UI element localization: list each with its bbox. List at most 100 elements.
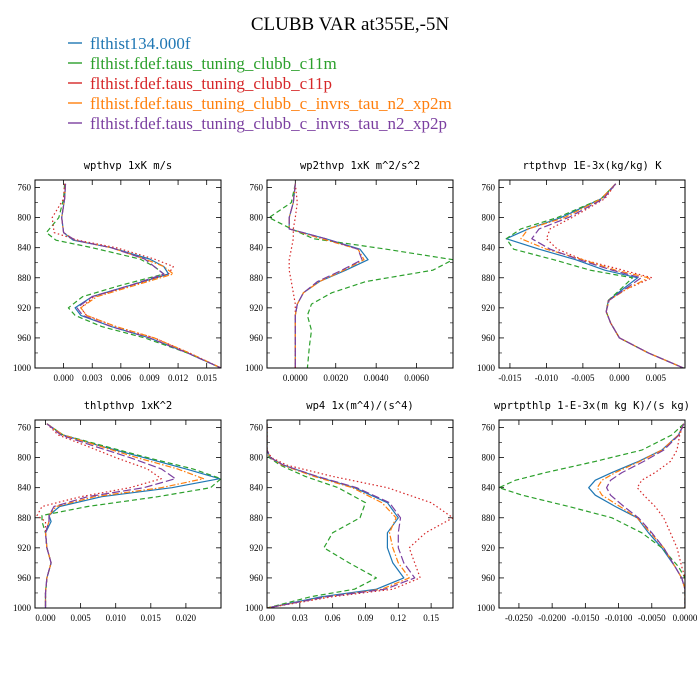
series-line <box>267 423 405 608</box>
y-tick-label: 800 <box>250 213 264 223</box>
series-line <box>545 183 684 368</box>
y-tick-label: 1000 <box>245 363 264 373</box>
y-tick-label: 960 <box>18 333 32 343</box>
y-tick-label: 1000 <box>477 363 496 373</box>
y-tick-label: 920 <box>250 543 264 553</box>
x-tick-label: 0.005 <box>646 373 667 383</box>
y-tick-label: 880 <box>482 513 496 523</box>
x-tick-label: -0.0100 <box>605 613 633 623</box>
x-tick-label: 0.012 <box>168 373 188 383</box>
legend-entry-label: flthist.fdef.taus_tuning_clubb_c_invrs_t… <box>90 114 447 133</box>
x-tick-label: 0.0000 <box>283 373 308 383</box>
series-line <box>267 423 377 608</box>
series-line <box>44 423 176 608</box>
y-tick-label: 1000 <box>13 603 32 613</box>
series-line <box>61 183 221 368</box>
series-group <box>36 423 221 608</box>
series-line <box>605 423 685 608</box>
y-tick-label: 800 <box>18 453 32 463</box>
series-line <box>41 423 221 608</box>
legend-entry-label: flthist134.000f <box>90 34 191 53</box>
y-tick-label: 800 <box>482 453 496 463</box>
legend-entry-label: flthist.fdef.taus_tuning_clubb_c11m <box>90 54 337 73</box>
series-line <box>51 183 221 368</box>
y-tick-label: 760 <box>18 183 32 193</box>
y-tick-label: 760 <box>250 423 264 433</box>
x-tick-label: -0.010 <box>535 373 559 383</box>
chart-panel: rtpthvp 1E-3x(kg/kg) K 760 800 840 880 920 960… <box>477 160 686 383</box>
y-tick-label: 760 <box>250 183 264 193</box>
panel-title: wp2thvp 1xK m^2/s^2 <box>300 160 420 172</box>
series-line <box>61 183 221 368</box>
y-tick-label: 800 <box>18 213 32 223</box>
x-tick-label: 0.000 <box>35 613 56 623</box>
y-tick-label: 920 <box>18 543 32 553</box>
panel-title: wp4 1x(m^4)/(s^4) <box>306 400 413 412</box>
y-tick-label: 1000 <box>245 603 264 613</box>
series-line <box>505 183 684 368</box>
panel-frame <box>266 419 454 609</box>
series-line <box>505 183 684 368</box>
y-tick-label: 880 <box>18 513 32 523</box>
y-tick-label: 960 <box>482 573 496 583</box>
x-tick-label: 0.0020 <box>323 373 348 383</box>
y-tick-label: 880 <box>250 273 264 283</box>
y-tick-label: 880 <box>250 513 264 523</box>
panel-frame <box>498 179 686 369</box>
series-line <box>268 183 453 368</box>
panel-frame <box>34 419 222 609</box>
x-tick-label: 0.000 <box>53 373 74 383</box>
x-tick-label: -0.0200 <box>538 613 566 623</box>
y-tick-label: 840 <box>482 243 496 253</box>
y-tick-label: 920 <box>250 303 264 313</box>
x-tick-label: 0.15 <box>423 613 439 623</box>
legend: flthist134.000fflthist.fdef.taus_tuning_… <box>68 34 452 133</box>
panel-title: wprtpthlp 1-E-3x(m kg K)/(s kg) <box>494 400 690 412</box>
series-group <box>268 183 453 368</box>
y-tick-label: 920 <box>482 543 496 553</box>
x-tick-label: 0.0000 <box>673 613 698 623</box>
series-line <box>44 423 221 608</box>
series-group <box>505 183 684 368</box>
y-tick-label: 920 <box>18 303 32 313</box>
chart-panel: thlpthvp 1xK^276080084088092096010000.00… <box>13 400 222 623</box>
series-line <box>267 423 416 608</box>
series-line <box>636 423 685 608</box>
series-line <box>288 183 363 368</box>
series-line <box>531 183 684 368</box>
x-tick-label: 0.0060 <box>404 373 429 383</box>
x-tick-label: -0.0150 <box>571 613 599 623</box>
x-tick-label: 0.003 <box>82 373 103 383</box>
x-tick-label: -0.0250 <box>505 613 533 623</box>
panel-title: wpthvp 1xK m/s <box>84 160 173 172</box>
series-line <box>36 423 162 608</box>
chart-panel: wp4 1x(m^4)/(s^4)76080084088092096010000… <box>245 400 454 623</box>
series-line <box>520 183 684 368</box>
y-tick-label: 960 <box>250 333 264 343</box>
series-group <box>267 423 453 608</box>
x-tick-label: 0.000 <box>609 373 630 383</box>
y-tick-label: 840 <box>250 483 264 493</box>
series-line <box>267 423 453 608</box>
panel-frame <box>498 419 686 609</box>
panel-frame <box>266 179 454 369</box>
series-line <box>288 183 365 368</box>
x-tick-label: -0.0050 <box>638 613 666 623</box>
figure-title: CLUBB VAR at355E,-5N <box>251 14 450 35</box>
series-line <box>44 423 205 608</box>
chart-panel: wp2thvp 1xK m^2/s^2 760 800 840 880 920 960 100… <box>245 160 454 383</box>
series-line <box>499 423 685 608</box>
legend-entry-label: flthist.fdef.taus_tuning_clubb_c11p <box>90 74 332 93</box>
x-tick-label: 0.00 <box>259 613 275 623</box>
series-line <box>45 183 221 368</box>
y-tick-label: 840 <box>18 243 32 253</box>
y-tick-label: 840 <box>18 483 32 493</box>
x-tick-label: 0.06 <box>325 613 341 623</box>
panel-title: thlpthvp 1xK^2 <box>84 400 173 412</box>
x-tick-label: 0.12 <box>390 613 406 623</box>
x-tick-label: 0.010 <box>106 613 127 623</box>
y-tick-label: 1000 <box>13 363 32 373</box>
x-tick-label: 0.09 <box>358 613 374 623</box>
x-tick-label: 0.005 <box>70 613 91 623</box>
